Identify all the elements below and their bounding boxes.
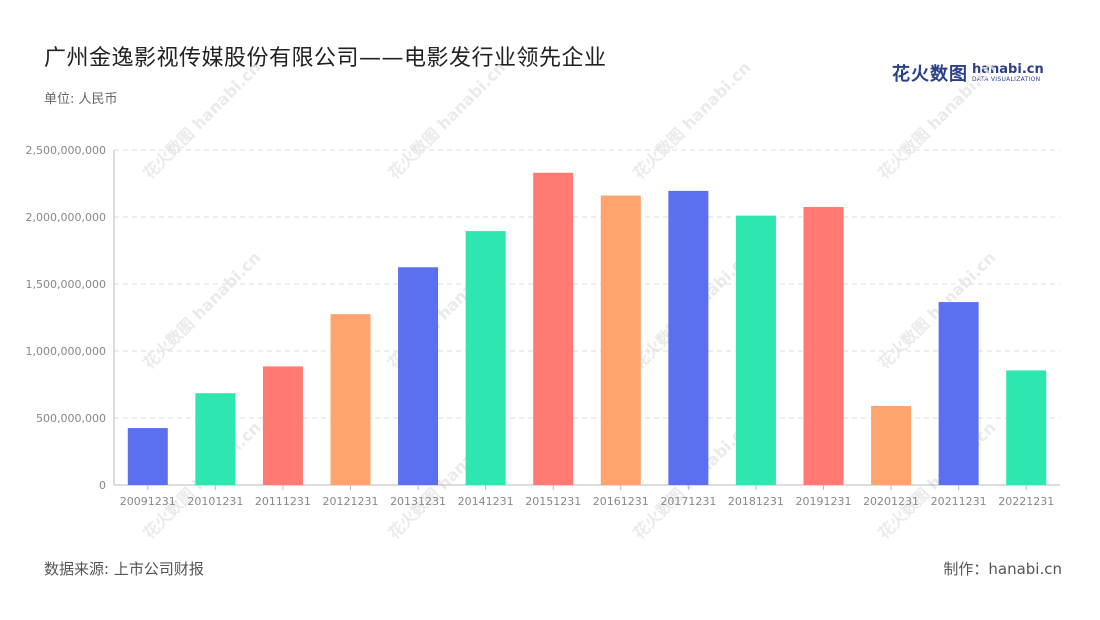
bar-20151231 bbox=[533, 172, 574, 485]
y-tick-label: 0 bbox=[99, 479, 106, 492]
x-tick-label: 20131231 bbox=[390, 495, 446, 508]
bar-20161231 bbox=[600, 195, 641, 485]
y-tick-label: 2,500,000,000 bbox=[26, 144, 106, 157]
y-tick-label: 1,500,000,000 bbox=[26, 278, 106, 291]
bar-20181231 bbox=[735, 215, 776, 485]
x-tick-label: 20121231 bbox=[323, 495, 379, 508]
bar-20091231 bbox=[127, 428, 168, 485]
x-tick-label: 20171231 bbox=[660, 495, 716, 508]
bar-20121231 bbox=[330, 314, 371, 485]
watermark: 花火数图 hanabi.cn bbox=[874, 58, 999, 183]
unit-label: 单位: 人民币 bbox=[44, 92, 118, 107]
watermark: 花火数图 hanabi.cn bbox=[629, 58, 754, 183]
x-tick-label: 20111231 bbox=[255, 495, 311, 508]
x-tick-label: 20181231 bbox=[728, 495, 784, 508]
bar-20141231 bbox=[465, 231, 506, 485]
bar-20101231 bbox=[195, 393, 236, 485]
maker-credit: 制作：hanabi.cn bbox=[943, 560, 1062, 578]
chart-title: 广州金逸影视传媒股份有限公司——电影发行业领先企业 bbox=[44, 46, 607, 71]
watermark: 花火数图 hanabi.cn bbox=[139, 58, 264, 183]
x-tick-label: 20141231 bbox=[458, 495, 514, 508]
logo-cn-text: 花火数图 bbox=[892, 64, 968, 85]
y-tick-label: 2,000,000,000 bbox=[26, 211, 106, 224]
logo-sub-text: DATA VISUALIZATION bbox=[972, 76, 1041, 83]
bar-20191231 bbox=[803, 206, 844, 485]
watermark: 花火数图 hanabi.cn bbox=[874, 248, 999, 373]
bar-20131231 bbox=[398, 267, 439, 485]
x-tick-label: 20201231 bbox=[863, 495, 919, 508]
logo-en-block: hanabi.cn DATA VISUALIZATION bbox=[972, 63, 1044, 83]
bar-20171231 bbox=[668, 190, 709, 485]
bar-20111231 bbox=[262, 366, 303, 485]
x-tick-label: 20101231 bbox=[187, 495, 243, 508]
x-tick-label: 20161231 bbox=[593, 495, 649, 508]
x-tick-label: 20091231 bbox=[120, 495, 176, 508]
watermark: 花火数图 hanabi.cn bbox=[139, 248, 264, 373]
x-tick-label: 20191231 bbox=[796, 495, 852, 508]
data-source: 数据来源: 上市公司财报 bbox=[44, 560, 204, 578]
brand-logo: 花火数图 hanabi.cn DATA VISUALIZATION bbox=[892, 60, 1044, 86]
x-tick-label: 20151231 bbox=[525, 495, 581, 508]
bar-20221231 bbox=[1006, 370, 1047, 485]
watermark: 花火数图 hanabi.cn bbox=[384, 58, 509, 183]
bar-20201231 bbox=[871, 405, 912, 485]
y-tick-label: 1,000,000,000 bbox=[26, 345, 106, 358]
y-tick-label: 500,000,000 bbox=[36, 412, 106, 425]
logo-en-text: hanabi.cn bbox=[972, 62, 1044, 77]
bar-20211231 bbox=[938, 302, 979, 485]
x-tick-label: 20221231 bbox=[998, 495, 1054, 508]
x-tick-label: 20211231 bbox=[931, 495, 987, 508]
